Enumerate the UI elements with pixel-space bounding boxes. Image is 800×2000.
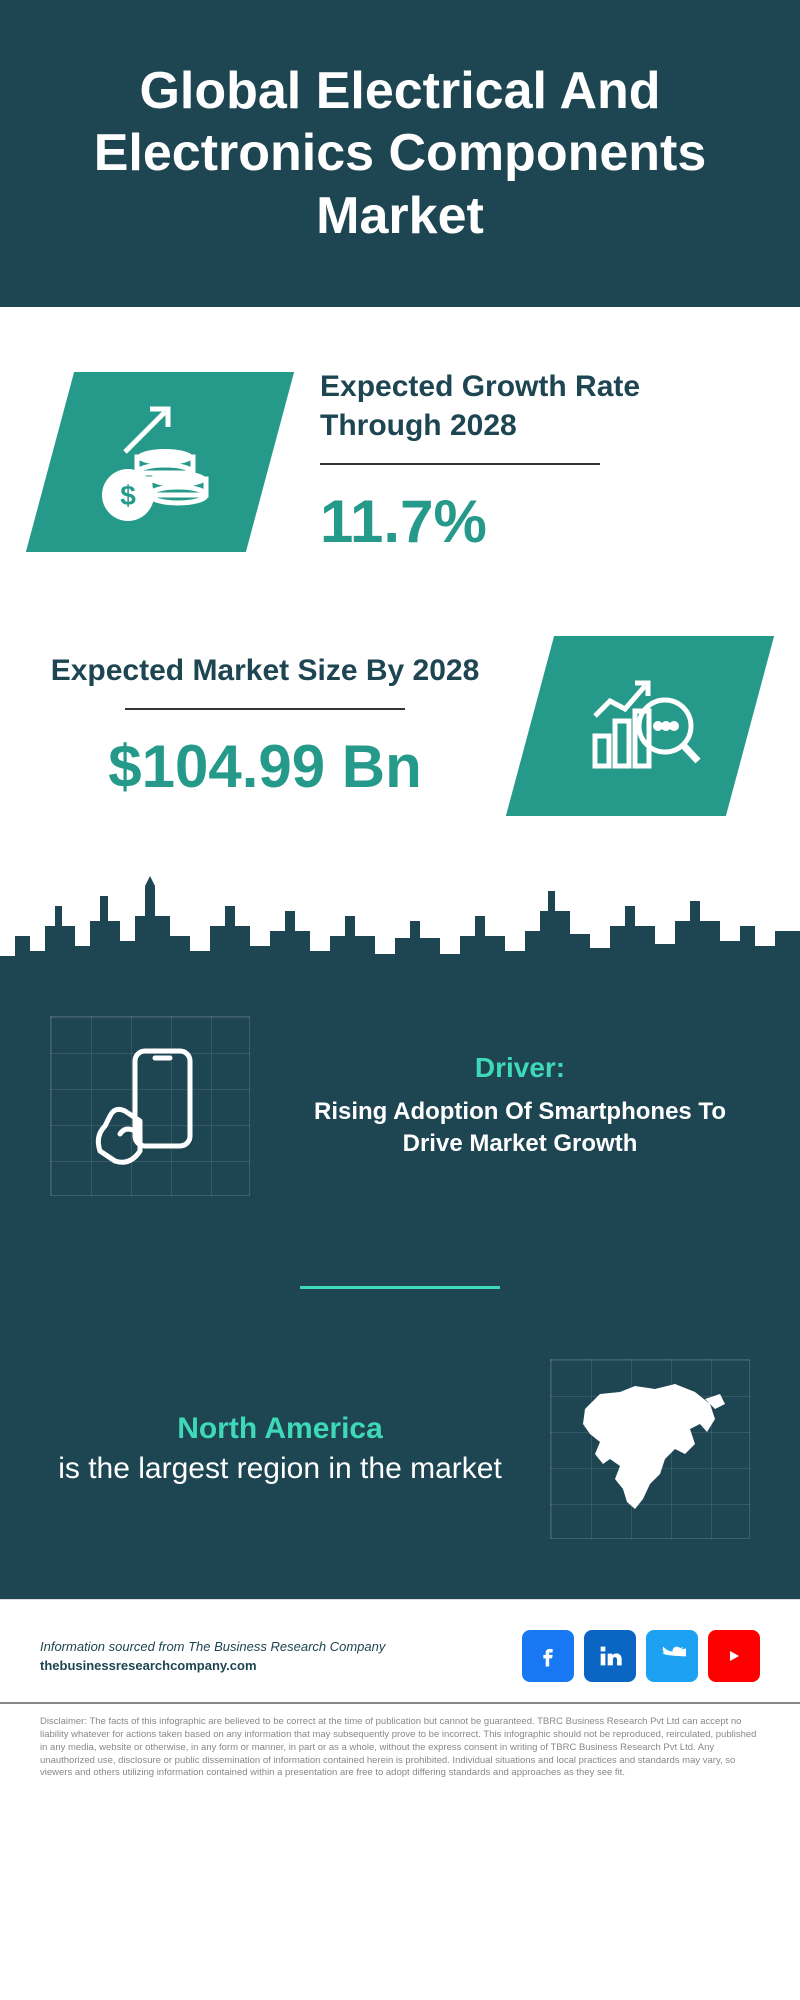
driver-block: Driver: Rising Adoption Of Smartphones T… bbox=[50, 1016, 750, 1246]
dark-section: Driver: Rising Adoption Of Smartphones T… bbox=[0, 1016, 800, 1599]
smartphone-hand-icon bbox=[80, 1036, 220, 1176]
market-icon-box bbox=[506, 636, 774, 816]
region-name: North America bbox=[177, 1412, 383, 1445]
money-growth-icon: $ bbox=[90, 397, 230, 527]
disclaimer: Disclaimer: The facts of this infographi… bbox=[0, 1702, 800, 1810]
social-icons bbox=[522, 1630, 760, 1682]
growth-stat: Expected Growth Rate Through 2028 11.7% bbox=[320, 367, 750, 556]
divider bbox=[320, 463, 600, 465]
facebook-icon[interactable] bbox=[522, 1630, 574, 1682]
region-rest: is the largest region in the market bbox=[58, 1452, 502, 1485]
linkedin-icon[interactable] bbox=[584, 1630, 636, 1682]
header-title: Global Electrical And Electronics Compon… bbox=[94, 62, 707, 245]
growth-icon-box: $ bbox=[26, 372, 294, 552]
skyline-silhouette bbox=[0, 866, 800, 1016]
svg-text:$: $ bbox=[120, 480, 136, 511]
growth-rate-section: $ Expected Growth Rate Through 2028 11.7… bbox=[0, 307, 800, 596]
driver-label: Driver: bbox=[290, 1052, 750, 1084]
market-size-value: $104.99 Bn bbox=[50, 732, 480, 801]
region-icon-box bbox=[550, 1359, 750, 1539]
region-text: North America is the largest region in t… bbox=[50, 1409, 510, 1490]
growth-value: 11.7% bbox=[320, 487, 750, 556]
footer-link[interactable]: thebusinessresearchcompany.com bbox=[40, 1658, 257, 1673]
footer: Information sourced from The Business Re… bbox=[0, 1599, 800, 1702]
driver-text: Driver: Rising Adoption Of Smartphones T… bbox=[290, 1052, 750, 1161]
divider bbox=[125, 708, 405, 710]
market-size-stat: Expected Market Size By 2028 $104.99 Bn bbox=[50, 651, 480, 801]
region-block: North America is the largest region in t… bbox=[50, 1359, 750, 1539]
footer-line1: Information sourced from The Business Re… bbox=[40, 1639, 385, 1654]
twitter-icon[interactable] bbox=[646, 1630, 698, 1682]
driver-icon-box bbox=[50, 1016, 250, 1196]
north-america-map-icon bbox=[565, 1374, 735, 1524]
market-size-label: Expected Market Size By 2028 bbox=[50, 651, 480, 690]
footer-text: Information sourced from The Business Re… bbox=[40, 1637, 385, 1676]
disclaimer-text: Disclaimer: The facts of this infographi… bbox=[40, 1716, 756, 1778]
growth-label: Expected Growth Rate Through 2028 bbox=[320, 367, 750, 445]
green-divider bbox=[300, 1286, 500, 1289]
market-size-section: Expected Market Size By 2028 $104.99 Bn bbox=[0, 596, 800, 866]
driver-description: Rising Adoption Of Smartphones To Drive … bbox=[290, 1096, 750, 1161]
header: Global Electrical And Electronics Compon… bbox=[0, 0, 800, 307]
youtube-icon[interactable] bbox=[708, 1630, 760, 1682]
chart-search-icon bbox=[570, 661, 710, 791]
